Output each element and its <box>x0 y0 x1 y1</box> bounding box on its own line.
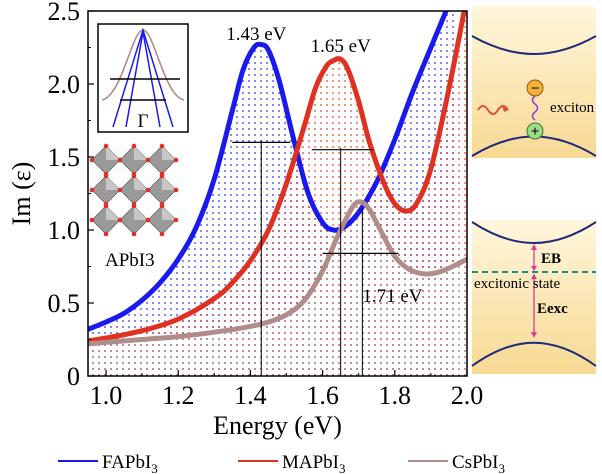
hole-sign: + <box>531 124 540 140</box>
legend-label: FAPbI3 <box>102 452 158 474</box>
material-label: APbI3 <box>105 250 155 271</box>
valence-band-2 <box>471 341 597 367</box>
fapbi3-curve <box>88 11 449 332</box>
cspbi3-curve <box>88 199 467 347</box>
y-axis-label: Im (ε) <box>7 162 36 226</box>
iodine-atom <box>159 203 165 209</box>
iodine-atom <box>103 173 109 179</box>
x-axis-label: Energy (eV) <box>213 411 342 440</box>
exciton-schematic-bottom: EB excitonic state Eexc <box>471 220 597 374</box>
iodine-atom <box>145 217 151 223</box>
iodine-atom <box>89 157 95 163</box>
hole-icon <box>526 122 544 140</box>
x-tick-label: 1.0 <box>90 381 123 410</box>
conduction-band-2 <box>471 221 597 244</box>
iodine-atom <box>131 173 137 179</box>
iodine-atom <box>103 143 109 149</box>
y-tick-label: 1.0 <box>48 216 81 245</box>
octahedron-face <box>162 206 176 220</box>
inset-blue-band-outer <box>112 27 174 128</box>
conduction-band <box>471 35 597 55</box>
y-tick-label: 0.5 <box>48 289 81 318</box>
iodine-atom <box>173 217 179 223</box>
cspbi3-fill <box>88 201 467 376</box>
chart-area: 0 0.5 1.0 1.5 2.0 2.5 1.0 1.2 1.4 1.6 1.8 2.0 Energy… <box>7 0 483 440</box>
iodine-atom <box>145 157 151 163</box>
octahedron-face <box>134 206 148 220</box>
iodine-atom <box>117 187 123 193</box>
exciton-bond-icon <box>531 95 539 121</box>
iodine-atom <box>89 187 95 193</box>
y-tick-label: 2.0 <box>48 70 81 99</box>
exciton-energy-label: Eexc <box>537 301 568 317</box>
photon-wave-icon <box>477 105 509 115</box>
iodine-atom <box>159 173 165 179</box>
plot-series-group <box>88 11 467 376</box>
y-tick-label: 1.5 <box>48 143 81 172</box>
mapbi3-curve <box>88 11 467 344</box>
x-tick-label: 1.2 <box>162 381 195 410</box>
iodine-atom <box>117 217 123 223</box>
iodine-atom <box>145 187 151 193</box>
x-tick-label: 1.6 <box>306 381 339 410</box>
electron-icon <box>526 79 544 97</box>
x-tick-label: 1.4 <box>234 381 267 410</box>
band-inset: Γ <box>97 23 189 133</box>
iodine-atom <box>103 231 109 237</box>
peak-label: 1.43 eV <box>226 24 286 45</box>
arrowhead-icon <box>531 274 537 279</box>
octahedron-face <box>162 176 176 190</box>
peak-label: 1.71 eV <box>362 286 422 307</box>
arrowhead-icon <box>531 244 537 250</box>
photon-arrow-icon <box>502 106 508 112</box>
inset-frame <box>97 23 189 133</box>
legend: FAPbI3 MAPbI3 CsPbI3 <box>58 452 505 474</box>
octahedron-face <box>106 206 120 220</box>
y-tick-label: 2.5 <box>48 0 81 26</box>
iodine-atom <box>173 157 179 163</box>
legend-label: MAPbI3 <box>282 452 346 474</box>
legend-label: CsPbI3 <box>452 452 505 474</box>
octahedron-face <box>162 146 176 160</box>
iodine-atom <box>131 231 137 237</box>
iodine-atom <box>159 231 165 237</box>
iodine-atom <box>103 203 109 209</box>
octahedron-face <box>134 146 148 160</box>
y-tick-label: 0 <box>67 362 80 391</box>
iodine-atom <box>117 157 123 163</box>
exciton-schematic-top: − + exciton <box>471 6 597 158</box>
octahedron-face <box>106 146 120 160</box>
x-tick-label: 1.8 <box>379 381 412 410</box>
arrowhead-icon <box>531 332 537 338</box>
x-tick-label: 2.0 <box>451 381 484 410</box>
iodine-atom <box>89 217 95 223</box>
iodine-atom <box>173 187 179 193</box>
octahedron-face <box>106 176 120 190</box>
binding-energy-label: EB <box>541 251 561 267</box>
crystal-structure-image <box>89 143 179 237</box>
octahedron-face <box>134 176 148 190</box>
iodine-atom <box>159 143 165 149</box>
iodine-atom <box>131 143 137 149</box>
excitonic-state-label: excitonic state <box>474 276 561 292</box>
exciton-label: exciton <box>550 100 595 116</box>
peak-label: 1.65 eV <box>311 36 371 57</box>
arrowhead-icon <box>531 266 537 271</box>
iodine-atom <box>131 203 137 209</box>
gamma-label: Γ <box>138 111 149 132</box>
electron-sign: − <box>531 81 540 97</box>
inset-blue-band-inner <box>125 31 161 128</box>
